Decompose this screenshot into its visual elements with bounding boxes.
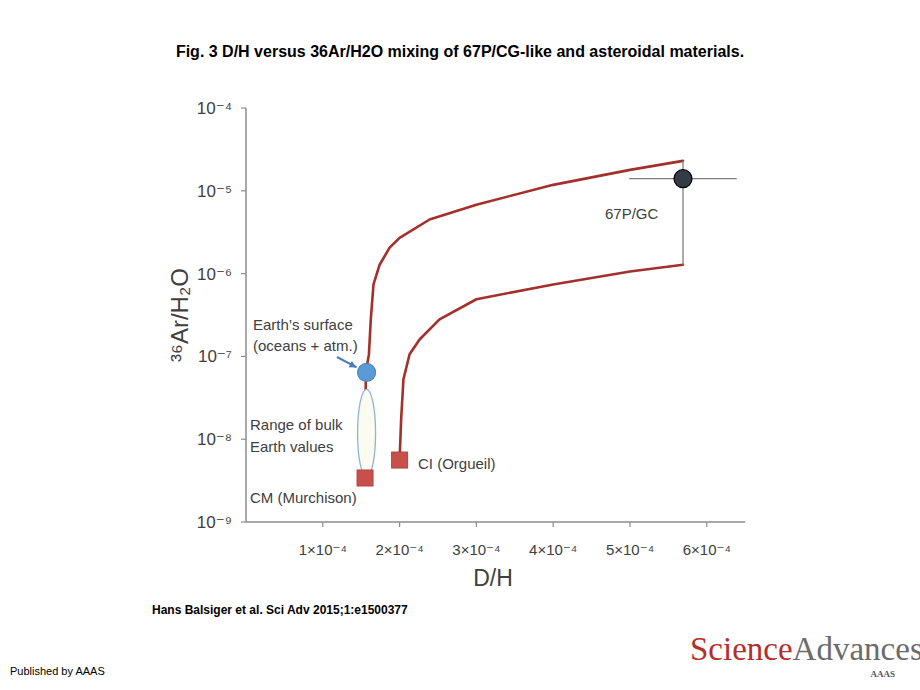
x-tick (553, 522, 554, 527)
range-label: Earth values (250, 438, 333, 455)
logo-sub: AAAS (870, 669, 895, 679)
x-axis-line (246, 521, 745, 523)
square-marker (357, 470, 373, 486)
range-label: Range of bulk (250, 416, 343, 433)
y-tick (241, 521, 246, 522)
title: Fig. 3 D/H versus 36Ar/H2O mixing of 67P… (176, 43, 744, 60)
y-tick-label: 10⁻⁸ (197, 430, 232, 449)
y-tick (241, 190, 246, 191)
x-tick (629, 522, 630, 527)
x-tick-label: 6×10⁻⁴ (683, 541, 731, 558)
x-tick (322, 522, 323, 527)
x-tick (399, 522, 400, 527)
point-label: CM (Murchison) (250, 489, 357, 506)
plot-area (357, 161, 737, 486)
y-tick (241, 273, 246, 274)
background (0, 0, 920, 690)
x-tick (476, 522, 477, 527)
mixing-curve (400, 265, 683, 460)
y-tick-label: 10⁻⁵ (197, 182, 232, 201)
citation: Hans Balsiger et al. Sci Adv 2015;1:e150… (152, 603, 408, 617)
bulk-earth-range (358, 389, 376, 477)
x-tick-label: 1×10⁻⁴ (299, 541, 347, 558)
y-tick-label: 10⁻⁶ (197, 265, 232, 284)
y-tick-label: 10⁻⁹ (197, 513, 232, 532)
x-tick (706, 522, 707, 527)
y-axis-label: ³⁶Ar/H₂O (166, 268, 193, 362)
chart-root: Fig. 3 D/H versus 36Ar/H2O mixing of 67P… (0, 0, 920, 690)
logo-first: Science (690, 631, 793, 667)
y-tick-label: 10⁻⁴ (197, 99, 232, 118)
y-tick (241, 356, 246, 357)
y-tick (241, 107, 246, 108)
arrow-head (349, 361, 357, 367)
point-label: Earth’s surface (253, 316, 353, 333)
mixing-curve (365, 161, 683, 478)
x-tick-label: 2×10⁻⁴ (376, 541, 424, 558)
x-tick-label: 4×10⁻⁴ (529, 541, 577, 558)
y-tick-label: 10⁻⁷ (198, 347, 232, 366)
circle-marker (674, 170, 692, 188)
x-tick-label: 3×10⁻⁴ (452, 541, 500, 558)
square-marker (392, 452, 408, 468)
circle-marker (358, 363, 376, 381)
y-axis-line (245, 108, 247, 522)
publisher: Published by AAAS (10, 665, 105, 677)
y-tick (241, 439, 246, 440)
point-label: CI (Orgueil) (418, 455, 496, 472)
x-axis-label: D/H (473, 565, 513, 591)
logo: ScienceAdvances (690, 631, 920, 667)
logo-second: Advances (793, 631, 920, 667)
arrow-shaft (337, 357, 357, 367)
point-label: (oceans + atm.) (253, 337, 358, 354)
x-tick-label: 5×10⁻⁴ (606, 541, 654, 558)
point-label: 67P/GC (605, 205, 659, 222)
